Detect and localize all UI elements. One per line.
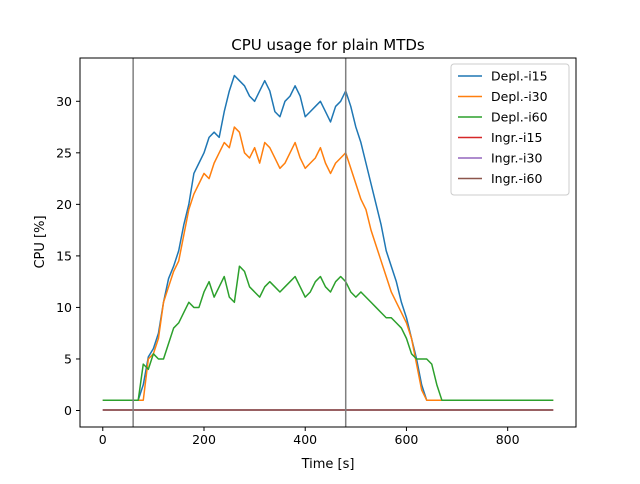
plot-lines — [102, 58, 554, 427]
y-tick-label: 0 — [64, 403, 72, 418]
y-axis-ticks: 0 5 10 15 20 25 30 — [56, 94, 80, 418]
legend-label: Depl.-i60 — [491, 110, 548, 125]
legend-label: Depl.-i15 — [491, 69, 548, 84]
y-tick-label: 30 — [56, 94, 72, 109]
x-tick-label: 200 — [192, 432, 216, 447]
legend: Depl.-i15 Depl.-i30 Depl.-i60 Ingr.-i15 Ingr… — [450, 63, 570, 196]
x-axis-ticks: 0 200 400 600 800 — [99, 427, 520, 447]
x-tick-label: 400 — [293, 432, 317, 447]
series-line-3 — [102, 265, 554, 401]
x-tick-label: 600 — [395, 432, 419, 447]
y-tick-label: 15 — [56, 248, 72, 263]
y-tick-label: 25 — [56, 145, 72, 160]
plot-frame — [79, 57, 577, 428]
chart-title: CPU usage for plain MTDs — [231, 36, 425, 54]
y-tick-label: 5 — [64, 351, 72, 366]
legend-label: Ingr.-i60 — [491, 171, 542, 186]
x-tick-label: 800 — [496, 432, 520, 447]
y-axis-label: CPU [%] — [33, 215, 48, 268]
y-tick-label: 10 — [56, 300, 72, 315]
legend-label: Ingr.-i30 — [491, 151, 542, 166]
y-tick-label: 20 — [56, 197, 72, 212]
legend-label: Depl.-i30 — [491, 89, 548, 104]
x-axis-label: Time [s] — [301, 457, 355, 472]
x-tick-label: 0 — [99, 432, 107, 447]
legend-label: Ingr.-i15 — [491, 130, 542, 145]
